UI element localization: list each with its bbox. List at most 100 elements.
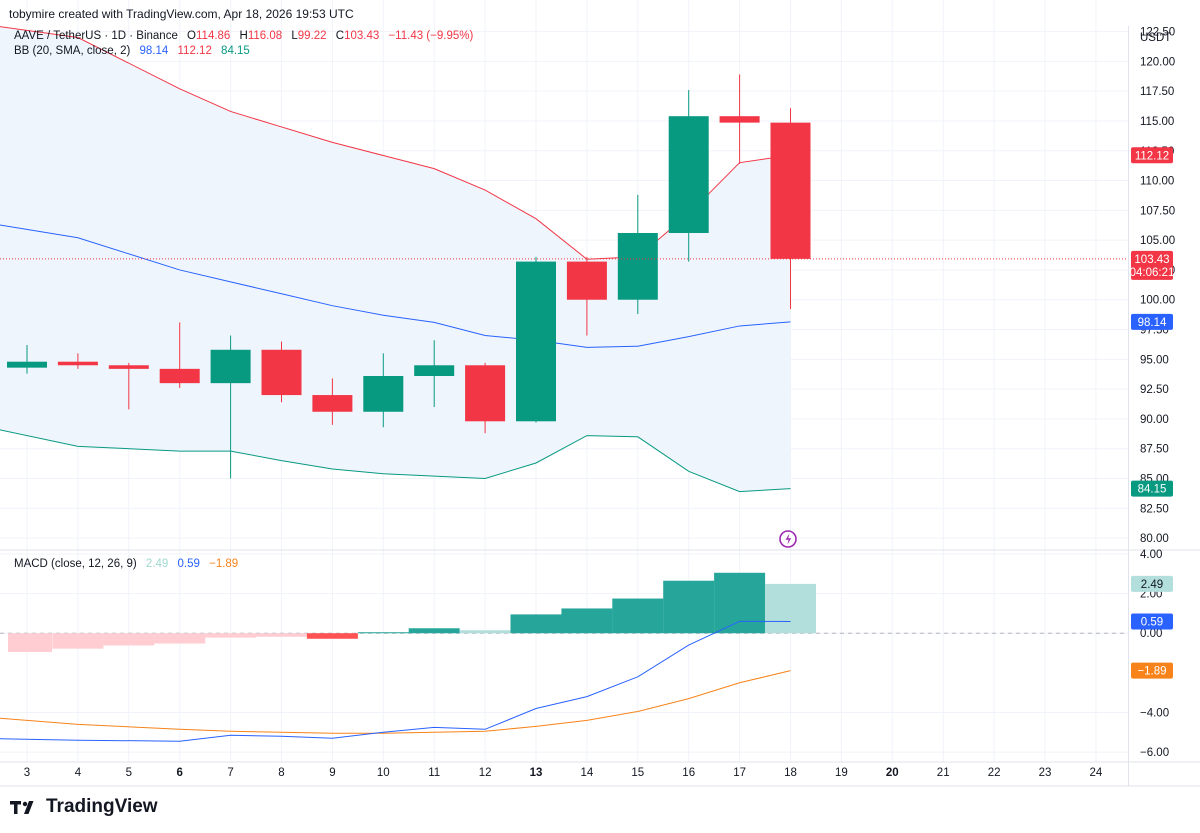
candle-11: [414, 340, 455, 407]
macd-hist-bar-10: [357, 632, 409, 634]
close-value: 103.43: [344, 30, 380, 42]
price-tick-label: 107.50: [1140, 205, 1175, 217]
candle-6: [159, 322, 200, 388]
candle-body: [261, 349, 302, 396]
candle-body: [719, 116, 760, 123]
price-tick-label: 92.50: [1140, 384, 1169, 396]
candle-14: [566, 256, 607, 336]
candle-body: [57, 361, 98, 366]
time-tick-label: 5: [126, 767, 132, 779]
macd-hist-bar-18: [765, 583, 816, 634]
bb-upper-badge-bg: [1131, 147, 1173, 164]
time-tick-label: 24: [1090, 767, 1103, 779]
price-tick-label: 95.00: [1140, 354, 1169, 366]
macd-line-badge-text: 0.59: [1141, 617, 1163, 629]
macd-hist-value: 2.49: [145, 558, 169, 570]
bb-basis-line: [0, 224, 791, 348]
macd-hist-bar-14: [561, 608, 613, 634]
macd-line-badge-bg: [1131, 613, 1173, 630]
lightning-alert-icon[interactable]: [779, 530, 797, 548]
candle-body: [210, 349, 251, 384]
macd-tick-label: 4.00: [1140, 549, 1162, 561]
macd-line: [0, 620, 791, 742]
chart-credit: tobymire created with TradingView.com, A…: [9, 7, 354, 21]
time-tick-label: 10: [377, 767, 390, 779]
candle-body: [363, 376, 404, 412]
candle-body: [414, 365, 455, 376]
candles: [7, 74, 811, 479]
time-tick-label: 16: [682, 767, 695, 779]
price-tick-label: 90.00: [1140, 414, 1169, 426]
bb-basis-badge: 98.14: [1131, 313, 1173, 330]
time-tick-label: 14: [581, 767, 594, 779]
time-tick-label: 23: [1039, 767, 1052, 779]
candle-10: [363, 353, 404, 428]
macd-signal-badge-text: −1.89: [1137, 666, 1166, 678]
time-tick-label: 18: [784, 767, 797, 779]
close-label: C: [335, 30, 345, 42]
price-tick-label: 115.00: [1140, 116, 1174, 128]
macd-tick-label: 0.00: [1140, 628, 1162, 640]
candle-7: [210, 335, 251, 479]
price-tick-label: 80.00: [1140, 533, 1169, 545]
macd-signal-badge-bg: [1131, 662, 1173, 679]
time-tick-label: 9: [329, 767, 335, 779]
bb-legend[interactable]: BB (20, SMA, close, 2) 98.14 112.12 84.1…: [14, 45, 250, 57]
price-tick-label: 122.50: [1140, 27, 1175, 39]
price-tick-label: 105.00: [1140, 235, 1175, 247]
macd-hist-bar-16: [663, 580, 715, 634]
macd-hist-bar-6: [154, 633, 206, 644]
macd-line-badge: 0.59: [1131, 613, 1173, 630]
bb-upper-badge: 112.12: [1131, 147, 1173, 164]
candle-15: [617, 194, 658, 315]
bb-label[interactable]: BB (20, SMA, close, 2): [14, 45, 131, 57]
bb-basis-badge-text: 98.14: [1138, 317, 1167, 329]
currency-label: USDT: [1140, 32, 1171, 44]
current-price-badge-text: 103.43: [1134, 254, 1169, 266]
macd-signal-value: −1.89: [209, 558, 239, 570]
candle-8: [261, 341, 302, 403]
open-value: 114.86: [196, 30, 231, 42]
macd-hist-bar-5: [103, 633, 155, 646]
current-price-badge-text: 04:06:21: [1130, 267, 1175, 279]
time-tick-label: 15: [631, 767, 644, 779]
macd-hist-badge-bg: [1131, 575, 1173, 592]
time-tick-label: 7: [227, 767, 233, 779]
bb-fill: [0, 26, 791, 492]
current-price-badge-bg: [1131, 250, 1173, 280]
tradingview-logo[interactable]: TradingView: [10, 796, 158, 818]
bb-lower-value: 84.15: [221, 45, 250, 57]
candle-18: [770, 108, 811, 310]
macd-hist-bar-13: [510, 614, 562, 634]
candle-body: [566, 261, 607, 300]
symbol-name[interactable]: AAVE / TetherUS · 1D · Binance: [14, 30, 178, 42]
price-tick-label: 117.50: [1140, 86, 1174, 98]
low-label: L: [291, 30, 298, 42]
macd-label[interactable]: MACD (close, 12, 26, 9): [14, 558, 137, 570]
macd-pane: [0, 572, 1128, 742]
time-tick-label: 6: [176, 767, 182, 779]
macd-hist-bar-8: [256, 633, 307, 637]
symbol-legend[interactable]: AAVE / TetherUS · 1D · Binance O114.86 H…: [14, 30, 473, 42]
time-tick-label: 11: [428, 767, 440, 779]
axes: USDT122.50120.00117.50115.00112.50110.00…: [0, 26, 1200, 787]
brand-name: TradingView: [46, 796, 158, 817]
macd-legend[interactable]: MACD (close, 12, 26, 9) 2.49 0.59 −1.89: [14, 558, 238, 570]
time-tick-label: 21: [937, 767, 950, 779]
bb-upper-value: 112.12: [177, 45, 212, 57]
price-tick-label: 87.50: [1140, 444, 1169, 456]
candle-body: [312, 395, 353, 412]
price-tick-label: 110.00: [1140, 176, 1174, 188]
macd-hist-bar-7: [205, 633, 257, 638]
time-tick-label: 19: [835, 767, 848, 779]
candle-5: [108, 362, 149, 410]
time-tick-label: 12: [479, 767, 492, 779]
candle-body: [770, 122, 811, 259]
bollinger-bands: [0, 26, 791, 493]
macd-line-value: 0.59: [177, 558, 200, 570]
bb-upper-badge-text: 112.12: [1135, 150, 1169, 162]
macd-signal-badge: −1.89: [1131, 662, 1173, 679]
candle-body: [617, 232, 658, 300]
